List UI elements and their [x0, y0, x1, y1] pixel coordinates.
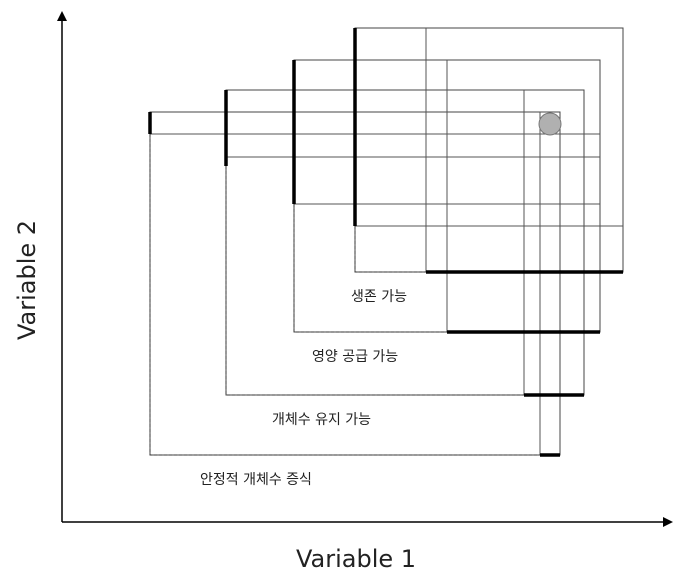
region-label-growth: 안정적 개체수 증식 [200, 472, 312, 488]
nested-boxes [149, 27, 624, 456]
box-population [225, 89, 585, 396]
optimum-point [538, 112, 562, 136]
box-survival [354, 27, 624, 273]
region-label-population: 개체수 유지 가능 [272, 412, 371, 428]
variable1-ranges [426, 270, 623, 457]
region-label-survival: 생존 가능 [351, 289, 407, 305]
y-axis-label: Variable 2 [13, 220, 41, 340]
grid-lines [150, 28, 623, 455]
region-label-nutrition: 영양 공급 가능 [312, 349, 398, 365]
x-axis-label: Variable 1 [296, 545, 416, 573]
variable2-ranges [148, 28, 357, 226]
dashed-guides [149, 134, 540, 456]
